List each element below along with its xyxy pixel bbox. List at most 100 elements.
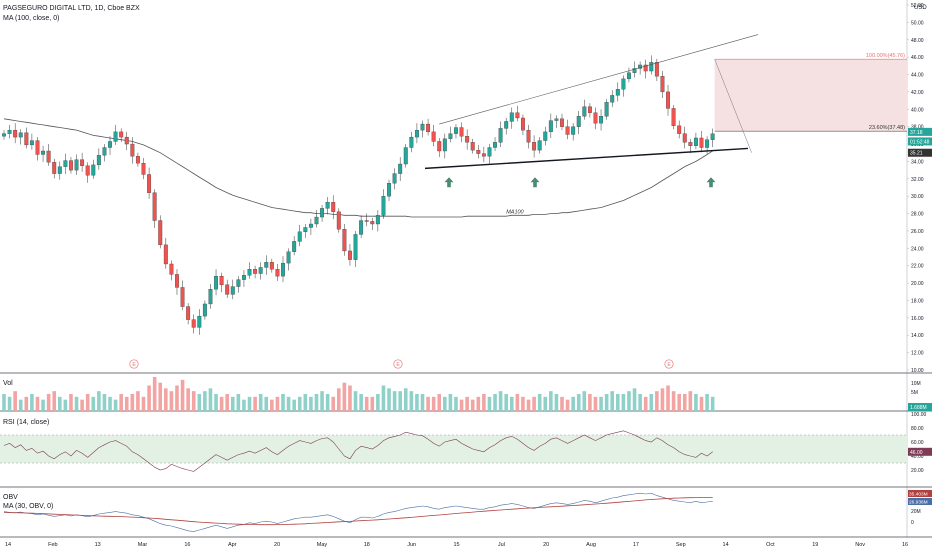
candle[interactable] xyxy=(264,255,269,275)
candle[interactable] xyxy=(13,123,18,144)
candle[interactable] xyxy=(24,127,29,149)
candle[interactable] xyxy=(554,115,559,128)
candle[interactable] xyxy=(543,126,548,146)
earnings-icon[interactable] xyxy=(393,359,403,369)
candle[interactable] xyxy=(158,215,163,249)
candle[interactable] xyxy=(387,179,391,201)
candle[interactable] xyxy=(113,124,118,145)
candle[interactable] xyxy=(175,269,179,295)
candle[interactable] xyxy=(135,152,140,167)
candle[interactable] xyxy=(247,262,252,279)
candle[interactable] xyxy=(152,189,157,228)
candle[interactable] xyxy=(409,131,414,153)
candle[interactable] xyxy=(599,109,604,131)
candle[interactable] xyxy=(96,148,101,170)
candle[interactable] xyxy=(515,105,520,122)
candle[interactable] xyxy=(610,90,615,108)
candle[interactable] xyxy=(147,167,152,199)
candle[interactable] xyxy=(509,107,514,129)
candle[interactable] xyxy=(493,137,497,151)
candle[interactable] xyxy=(225,279,230,298)
candle[interactable] xyxy=(314,210,319,228)
candle[interactable] xyxy=(375,210,380,232)
candle[interactable] xyxy=(292,236,297,256)
candle[interactable] xyxy=(576,111,581,135)
obv-pane-label[interactable]: OBV xyxy=(3,494,18,501)
candle[interactable] xyxy=(688,138,693,154)
candle[interactable] xyxy=(465,129,470,150)
candle[interactable] xyxy=(481,146,486,163)
candle[interactable] xyxy=(63,153,68,175)
candle[interactable] xyxy=(448,126,453,143)
candle[interactable] xyxy=(442,133,447,159)
ma-indicator-label[interactable]: MA (100, close, 0) xyxy=(3,15,60,22)
candle[interactable] xyxy=(52,158,57,179)
candle[interactable] xyxy=(325,197,330,215)
candle[interactable] xyxy=(615,82,620,102)
candle[interactable] xyxy=(336,208,341,233)
volume-pane-label[interactable]: Vol xyxy=(3,380,13,387)
candle[interactable] xyxy=(29,133,34,150)
candle[interactable] xyxy=(124,131,129,151)
candle[interactable] xyxy=(91,159,96,179)
candle[interactable] xyxy=(593,107,598,130)
candle[interactable] xyxy=(649,55,654,75)
rsi-pane-label[interactable]: RSI (14, close) xyxy=(3,419,50,426)
candle[interactable] xyxy=(258,262,263,280)
candle[interactable] xyxy=(46,144,51,166)
candle[interactable] xyxy=(275,263,280,281)
candle[interactable] xyxy=(241,270,246,288)
candle[interactable] xyxy=(381,189,386,219)
candle[interactable] xyxy=(392,168,397,190)
candle[interactable] xyxy=(710,128,715,148)
candle[interactable] xyxy=(102,144,107,162)
candle[interactable] xyxy=(364,213,369,227)
candle[interactable] xyxy=(498,121,503,148)
candle[interactable] xyxy=(286,248,291,271)
candle[interactable] xyxy=(643,59,648,79)
candle[interactable] xyxy=(454,124,458,139)
candle[interactable] xyxy=(69,157,73,174)
candle[interactable] xyxy=(7,124,12,139)
candle[interactable] xyxy=(604,98,609,120)
candle[interactable] xyxy=(537,137,542,154)
candle[interactable] xyxy=(638,61,643,75)
candle[interactable] xyxy=(571,123,576,141)
candle[interactable] xyxy=(693,132,698,150)
candle[interactable] xyxy=(35,137,40,161)
candle[interactable] xyxy=(370,217,375,231)
candle[interactable] xyxy=(359,215,364,238)
earnings-icon[interactable] xyxy=(129,359,139,369)
candle[interactable] xyxy=(470,138,475,154)
candle[interactable] xyxy=(18,129,23,145)
candle[interactable] xyxy=(526,124,531,149)
candle[interactable] xyxy=(548,113,553,138)
candle[interactable] xyxy=(426,118,431,136)
candle[interactable] xyxy=(627,67,631,83)
candle[interactable] xyxy=(582,99,587,120)
earnings-icon[interactable] xyxy=(664,359,674,369)
candle[interactable] xyxy=(141,157,146,180)
candle[interactable] xyxy=(331,195,336,220)
candle[interactable] xyxy=(403,144,408,168)
candle[interactable] xyxy=(119,128,124,142)
candle[interactable] xyxy=(565,119,570,140)
candle[interactable] xyxy=(487,144,492,164)
candle[interactable] xyxy=(414,123,419,144)
candle[interactable] xyxy=(230,279,235,300)
candle[interactable] xyxy=(677,120,682,139)
candle[interactable] xyxy=(303,224,308,238)
candle[interactable] xyxy=(197,309,202,335)
candle[interactable] xyxy=(587,103,592,118)
candle[interactable] xyxy=(219,272,224,293)
candle[interactable] xyxy=(342,224,347,256)
candle[interactable] xyxy=(191,314,196,334)
candle[interactable] xyxy=(186,303,191,325)
candle[interactable] xyxy=(353,230,358,268)
candle[interactable] xyxy=(398,157,403,181)
candle[interactable] xyxy=(208,283,213,309)
candle[interactable] xyxy=(437,137,442,158)
candle[interactable] xyxy=(281,256,285,283)
candle[interactable] xyxy=(108,136,112,155)
